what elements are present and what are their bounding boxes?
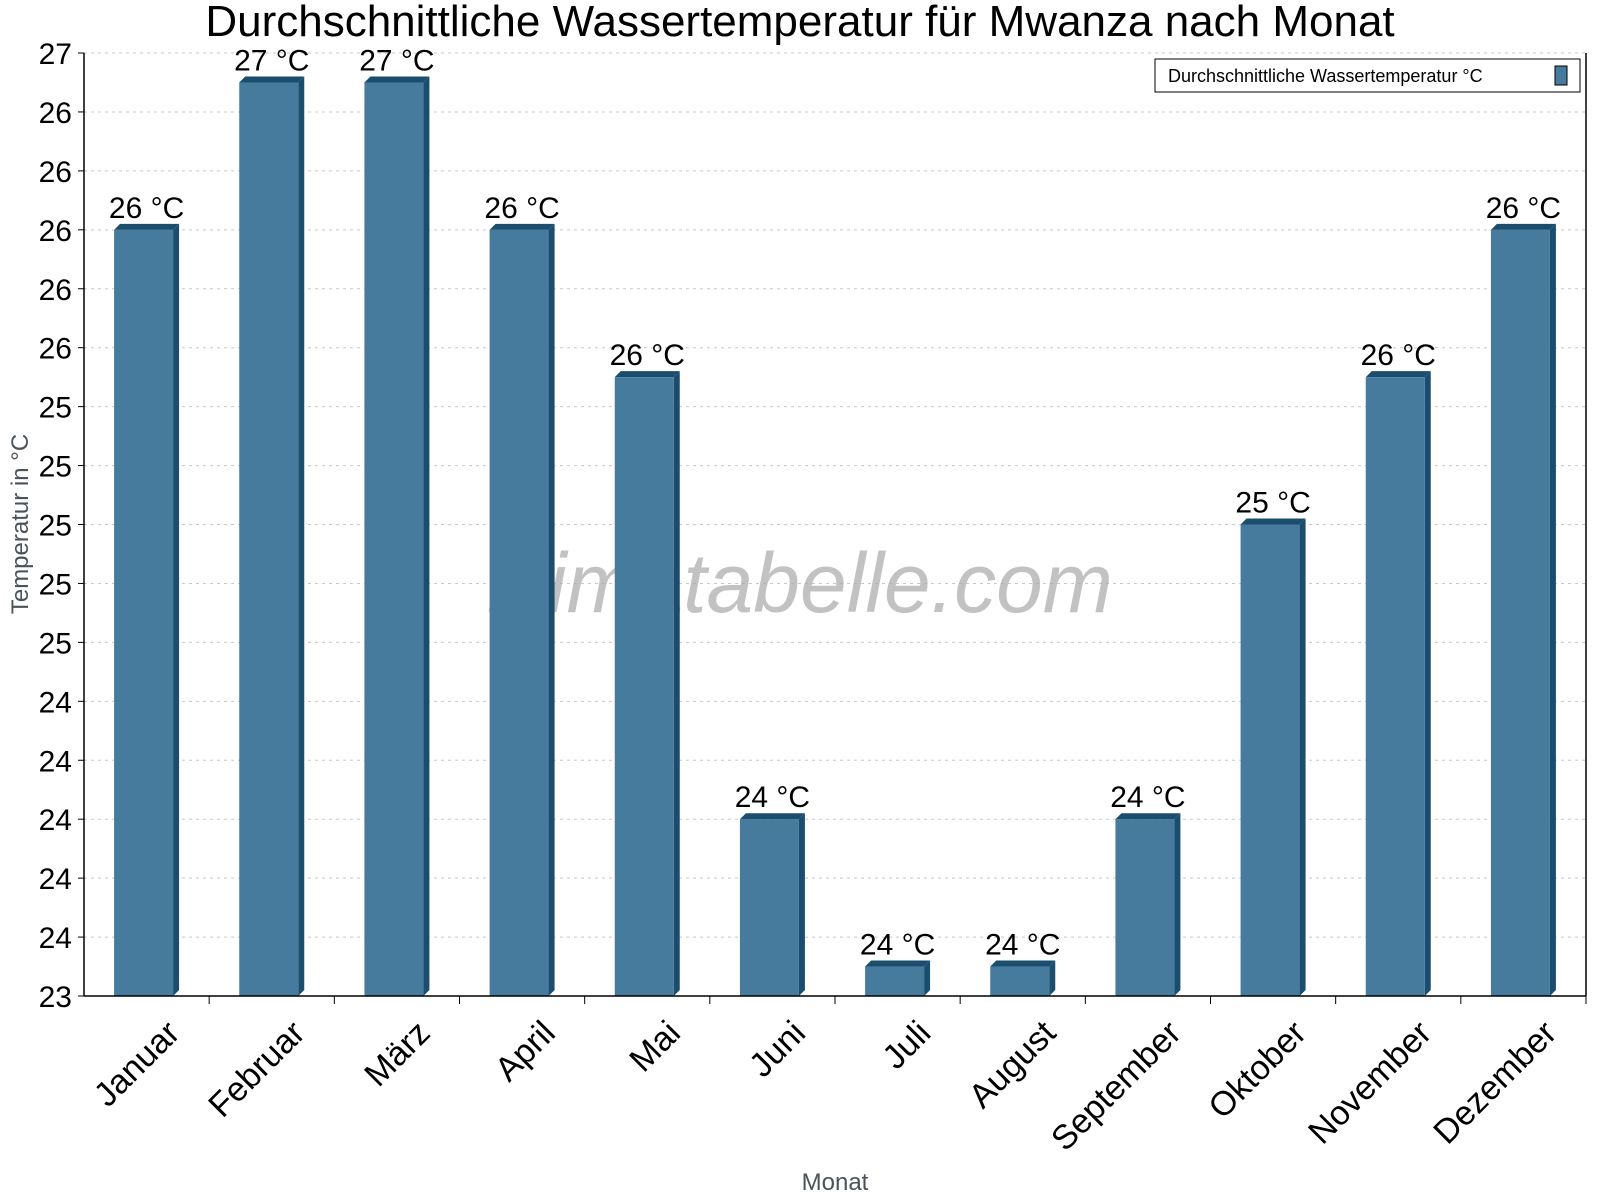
y-tick-label: 24 [39, 686, 72, 719]
x-tick-label: Januar [87, 1014, 187, 1114]
x-tick-label: April [488, 1014, 563, 1089]
bar-value-label: 26 °C [610, 339, 685, 372]
bar-value-label: 24 °C [860, 929, 935, 962]
bar: 26 °C [610, 339, 685, 996]
x-axis-ticks: Januar Februar März April Mai Juni Juli AugustS… [87, 996, 1587, 1158]
bar-value-label: 24 °C [985, 929, 1060, 962]
y-tick-label: 26 [39, 274, 72, 307]
y-tick-label: 26 [39, 215, 72, 248]
bar-value-label: 26 °C [1361, 339, 1436, 372]
bar: 26 °C [1361, 339, 1436, 996]
x-tick-label: November [1301, 1014, 1439, 1152]
bar-value-label: 26 °C [1486, 192, 1561, 225]
bar-value-label: 27 °C [234, 44, 309, 77]
y-tick-label: 25 [39, 627, 72, 660]
bar: 25 °C [1235, 487, 1311, 996]
y-tick-label: 26 [39, 333, 72, 366]
chart-title: Durchschnittliche Wassertemperatur für M… [205, 0, 1394, 46]
x-tick-label: Dezember [1426, 1014, 1564, 1152]
y-tick-label: 24 [39, 863, 72, 896]
bar: 27 °C [359, 44, 435, 996]
x-tick-label: Februar [201, 1014, 312, 1125]
y-tick-label: 25 [39, 392, 72, 425]
y-tick-label: 24 [39, 745, 72, 778]
y-axis-title: Temperatur in °C [7, 434, 34, 614]
watermark: klimatabelle.com [487, 536, 1113, 630]
bar: 24 °C [735, 781, 810, 996]
bars: 26 °C 27 °C 27 °C 26 °C 26 °C 24 °C 24 °C 24 °C… [109, 44, 1561, 996]
x-tick-label: Oktober [1201, 1014, 1313, 1126]
bar-value-label: 26 °C [484, 192, 559, 225]
bar: 24 °C [860, 929, 935, 996]
bar: 26 °C [1486, 192, 1561, 996]
bar-value-label: 24 °C [1110, 781, 1185, 814]
y-axis-ticks: 23 24 24 24 24 24 25 25 25 25 25 26 26 26 26 26 27 [39, 38, 84, 1014]
x-tick-label: März [357, 1014, 437, 1094]
bar: 24 °C [1110, 781, 1186, 996]
bar-value-label: 25 °C [1235, 487, 1310, 520]
x-tick-label: September [1044, 1014, 1188, 1158]
y-tick-label: 25 [39, 568, 72, 601]
x-axis-title: Monat [802, 1169, 869, 1196]
y-tick-label: 26 [39, 156, 72, 189]
legend: Durchschnittliche Wassertemperatur °C [1154, 58, 1581, 93]
bar-value-label: 26 °C [109, 192, 184, 225]
bar: 26 °C [109, 192, 184, 996]
y-tick-label: 27 [39, 38, 72, 71]
y-tick-label: 25 [39, 451, 72, 484]
y-tick-label: 23 [39, 981, 72, 1014]
legend-box [1154, 58, 1581, 93]
bar: 27 °C [234, 44, 309, 996]
bar: 24 °C [985, 929, 1060, 996]
legend-swatch-icon [1554, 65, 1568, 86]
bar-value-label: 27 °C [359, 44, 434, 77]
y-tick-label: 26 [39, 97, 72, 130]
y-tick-label: 25 [39, 510, 72, 543]
legend-label: Durchschnittliche Wassertemperatur °C [1168, 66, 1483, 86]
x-tick-label: Juni [742, 1014, 813, 1085]
bar-value-label: 24 °C [735, 781, 810, 814]
bar: 26 °C [484, 192, 560, 996]
x-tick-label: Juli [875, 1014, 938, 1077]
y-tick-label: 24 [39, 804, 72, 837]
x-tick-label: Mai [622, 1014, 688, 1080]
y-tick-label: 24 [39, 922, 72, 955]
x-tick-label: August [962, 1013, 1064, 1115]
grid-lines [84, 52, 1586, 938]
